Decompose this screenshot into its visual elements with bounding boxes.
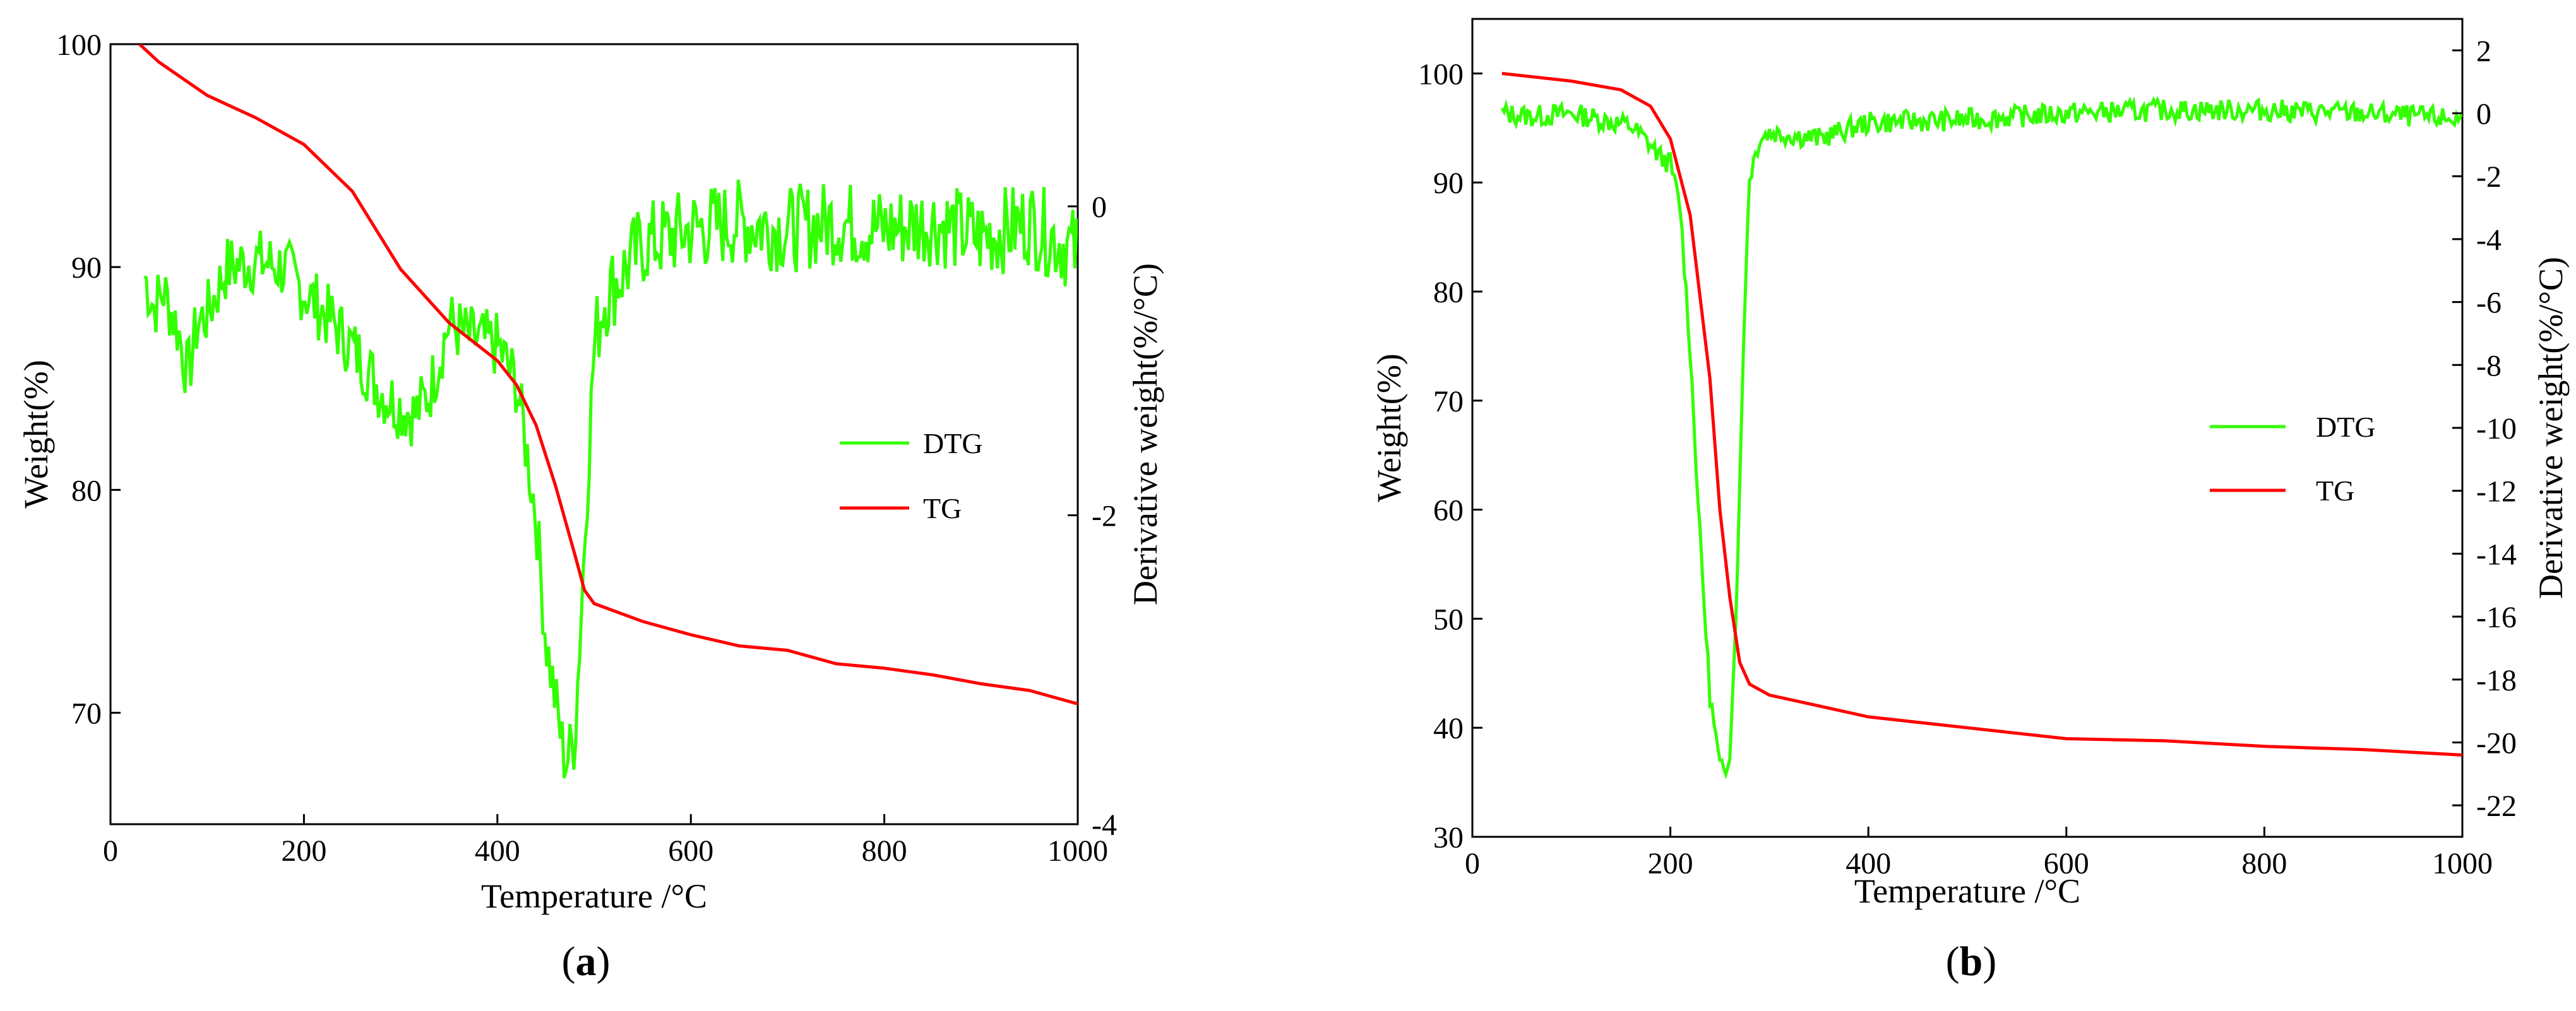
chart-b-y2-tick-label: -6 xyxy=(2476,287,2501,320)
chart-b-y2-tick-label: 2 xyxy=(2476,35,2491,68)
chart-b-y-axis-title: Weight(%) xyxy=(1370,353,1408,502)
chart-a-legend-tg-label: TG xyxy=(923,492,962,524)
chart-a-y-tick-label: 90 xyxy=(71,251,102,285)
chart-a-caption-letter: a xyxy=(576,938,597,984)
chart-a-tg-line xyxy=(138,44,1078,706)
chart-a-x-tick-label: 0 xyxy=(103,834,118,868)
chart-b-legend-tg-label: TG xyxy=(2316,475,2354,507)
chart-b-legend-dtg-label: DTG xyxy=(2316,411,2376,443)
chart-b-y2-axis-title: Derivative weight(%/°C) xyxy=(2532,257,2570,599)
chart-b-y-tick-label: 50 xyxy=(1433,603,1464,636)
chart-b-y2-tick-label: -10 xyxy=(2476,412,2517,446)
chart-a-y2-tick-label: -4 xyxy=(1092,808,1117,842)
chart-a-dtg-line xyxy=(143,179,1078,779)
chart-b-x-tick-label: 400 xyxy=(1846,847,1891,880)
chart-a-x-tick-label: 200 xyxy=(281,834,326,868)
chart-a-plot-frame xyxy=(109,43,1079,825)
chart-a-y-tick-label: 70 xyxy=(71,697,102,730)
chart-b-y-tick-label: 80 xyxy=(1433,276,1464,309)
chart-b-y-ticks: 30 40 50 60 70 80 90 100 xyxy=(1418,57,1482,854)
chart-a-y-axis-title: Weight(%) xyxy=(17,360,55,509)
chart-a-legend-dtg-label: DTG xyxy=(923,427,983,459)
chart-b-y2-tick-label: -22 xyxy=(2476,789,2517,823)
chart-b-y2-tick-label: -20 xyxy=(2476,726,2517,760)
chart-a-x-tick-label: 600 xyxy=(668,834,713,868)
chart-b-y2-tick-label: -12 xyxy=(2476,475,2517,509)
chart-b-x-axis-title: Temperature /°C xyxy=(1854,872,2080,910)
chart-b-y2-tick-label: 0 xyxy=(2476,98,2491,131)
chart-a-y2-ticks: 0 -2 -4 xyxy=(1068,191,1117,842)
chart-b-y-tick-label: 60 xyxy=(1433,494,1464,528)
chart-a-x-tick-label: 800 xyxy=(862,834,907,868)
chart-b-legend: DTG TG xyxy=(2210,411,2376,507)
chart-a-caption: (a) xyxy=(562,938,611,984)
chart-a-legend: DTG TG xyxy=(840,427,983,524)
chart-a-y2-axis-title: Derivative weight(%/°C) xyxy=(1126,263,1164,605)
chart-b-x-tick-label: 200 xyxy=(1648,847,1693,880)
chart-a-x-axis-title: Temperature /°C xyxy=(481,877,707,915)
chart-a-y2-tick-label: 0 xyxy=(1092,191,1107,224)
chart-b-plot-frame xyxy=(1471,18,2464,838)
chart-a-y-tick-label: 100 xyxy=(56,28,102,62)
chart-a-x-ticks: 0 200 400 600 800 1000 xyxy=(103,814,1108,868)
chart-b-y2-tick-label: -2 xyxy=(2476,160,2501,194)
chart-b: 0 200 400 600 800 1000 30 40 50 60 70 80 90 100 2 0 -2… xyxy=(1370,18,2570,984)
chart-b-y-tick-label: 100 xyxy=(1418,57,1464,91)
chart-b-dtg-line xyxy=(1500,95,2462,780)
chart-b-y-tick-label: 30 xyxy=(1433,821,1464,854)
chart-a: 0 200 400 600 800 1000 70 80 90 100 0 -2 -4 Temper… xyxy=(17,28,1164,984)
chart-a-x-tick-label: 400 xyxy=(475,834,520,868)
chart-b-y2-tick-label: -8 xyxy=(2476,349,2501,382)
chart-b-x-tick-label: 800 xyxy=(2241,847,2287,880)
chart-b-y2-tick-label: -14 xyxy=(2476,538,2517,571)
chart-b-y2-tick-label: -4 xyxy=(2476,223,2501,257)
chart-b-caption: (b) xyxy=(1946,938,1997,984)
chart-a-y-tick-label: 80 xyxy=(71,474,102,507)
chart-b-y2-ticks: 2 0 -2 -4 -6 -8 -10 -12 -14 -16 -18 -20 -22 xyxy=(2452,35,2517,823)
chart-a-y2-tick-label: -2 xyxy=(1092,499,1117,533)
chart-a-x-tick-label: 1000 xyxy=(1047,834,1108,868)
chart-b-caption-letter: b xyxy=(1960,938,1983,984)
chart-b-x-ticks: 0 200 400 600 800 1000 xyxy=(1465,827,2493,880)
chart-b-y-tick-label: 90 xyxy=(1433,167,1464,200)
chart-b-y-tick-label: 70 xyxy=(1433,385,1464,418)
chart-b-y-tick-label: 40 xyxy=(1433,712,1464,745)
chart-b-y2-tick-label: -18 xyxy=(2476,664,2517,697)
chart-b-x-tick-label: 0 xyxy=(1465,847,1480,880)
chart-a-y-ticks: 70 80 90 100 xyxy=(56,28,121,730)
chart-b-x-tick-label: 600 xyxy=(2044,847,2089,880)
chart-b-x-tick-label: 1000 xyxy=(2432,847,2493,880)
chart-b-y2-tick-label: -16 xyxy=(2476,601,2517,634)
chart-b-tg-line xyxy=(1501,71,2462,757)
